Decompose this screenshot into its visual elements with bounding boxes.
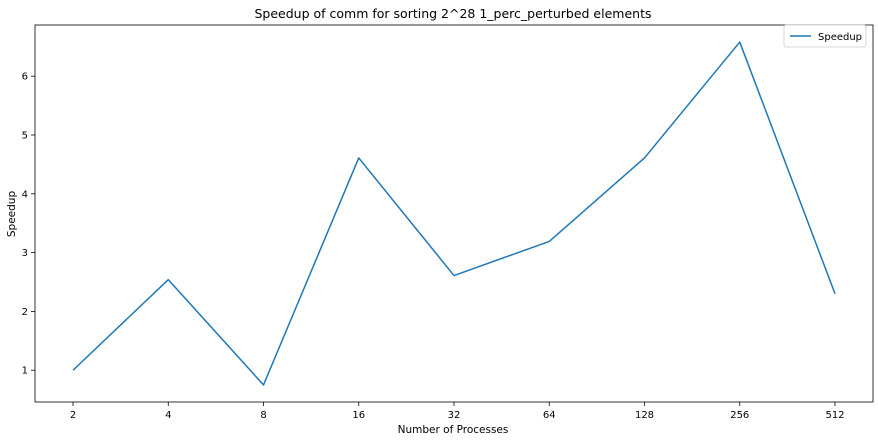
x-tick-label: 512 — [825, 410, 844, 421]
x-tick-label: 32 — [448, 410, 461, 421]
x-tick-label: 128 — [635, 410, 654, 421]
legend-label-speedup: Speedup — [818, 32, 862, 43]
x-tick-label: 256 — [730, 410, 749, 421]
x-axis: 2 4 8 16 32 64 128 256 512 — [70, 402, 845, 421]
chart-title: Speedup of comm for sorting 2^28 1_perc_… — [255, 6, 652, 21]
x-axis-label: Number of Processes — [398, 424, 509, 436]
y-axis-label: Speedup — [6, 191, 18, 238]
plot-area — [72, 41, 836, 386]
x-tick-label: 64 — [543, 410, 556, 421]
x-tick-label: 8 — [260, 410, 266, 421]
y-tick-label: 2 — [22, 307, 28, 318]
y-tick-label: 1 — [22, 366, 28, 377]
y-tick-label: 6 — [22, 72, 28, 83]
legend-box — [783, 24, 867, 48]
y-tick-label: 4 — [22, 189, 28, 200]
x-tick-label: 4 — [165, 410, 171, 421]
legend: Speedup — [783, 24, 867, 48]
y-tick-label: 5 — [22, 130, 28, 141]
x-tick-label: 16 — [352, 410, 365, 421]
x-tick-label: 2 — [70, 410, 76, 421]
y-tick-label: 3 — [22, 248, 28, 259]
y-axis: 1 2 3 4 5 6 — [22, 72, 35, 377]
